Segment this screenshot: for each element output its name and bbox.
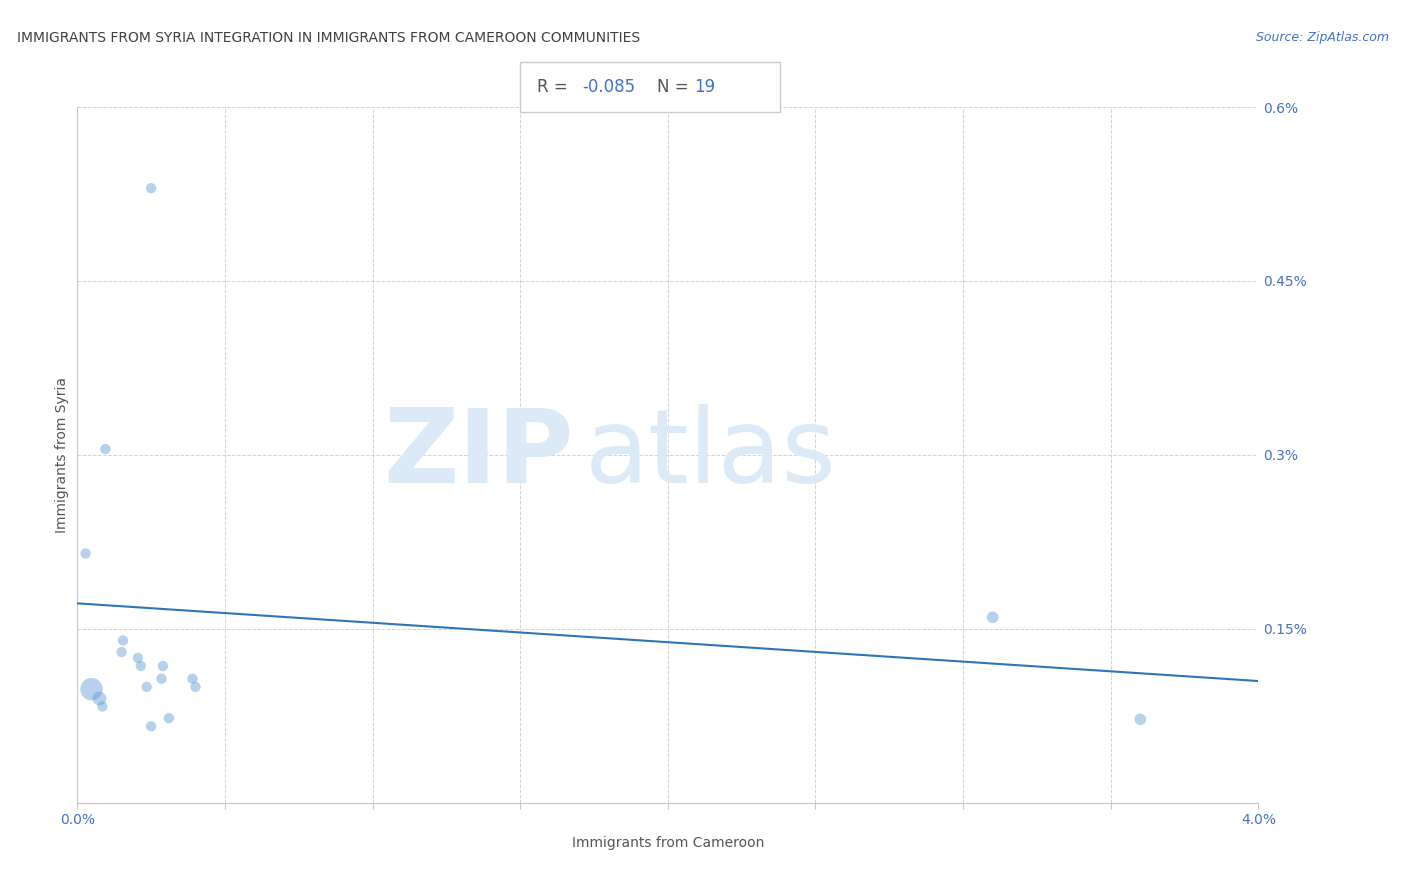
Text: atlas: atlas [585,404,837,506]
Point [80,682,103,697]
Point [89,691,111,706]
Point [184,680,207,694]
Text: N =: N = [657,78,693,96]
Point [135,680,157,694]
Text: 19: 19 [695,78,716,96]
Text: -0.085: -0.085 [582,78,636,96]
Point [94,442,117,457]
Text: R =: R = [537,78,574,96]
Point [91,699,114,714]
Point [150,672,173,686]
Point [141,181,163,195]
Text: Source: ZipAtlas.com: Source: ZipAtlas.com [1256,31,1389,45]
Text: ZIP: ZIP [382,404,574,506]
Point [75,546,97,561]
Point [1129,712,1152,726]
Point [127,651,149,665]
Point [152,659,174,673]
Point [141,719,163,733]
Y-axis label: Immigrants from Syria: Immigrants from Syria [55,377,69,533]
Point [111,645,132,659]
Point [181,672,204,686]
Point [157,711,180,725]
Point [112,633,135,648]
Point [981,610,1004,624]
Text: IMMIGRANTS FROM SYRIA INTEGRATION IN IMMIGRANTS FROM CAMEROON COMMUNITIES: IMMIGRANTS FROM SYRIA INTEGRATION IN IMM… [17,31,640,45]
Point [129,659,152,673]
X-axis label: Immigrants from Cameroon: Immigrants from Cameroon [572,836,763,849]
